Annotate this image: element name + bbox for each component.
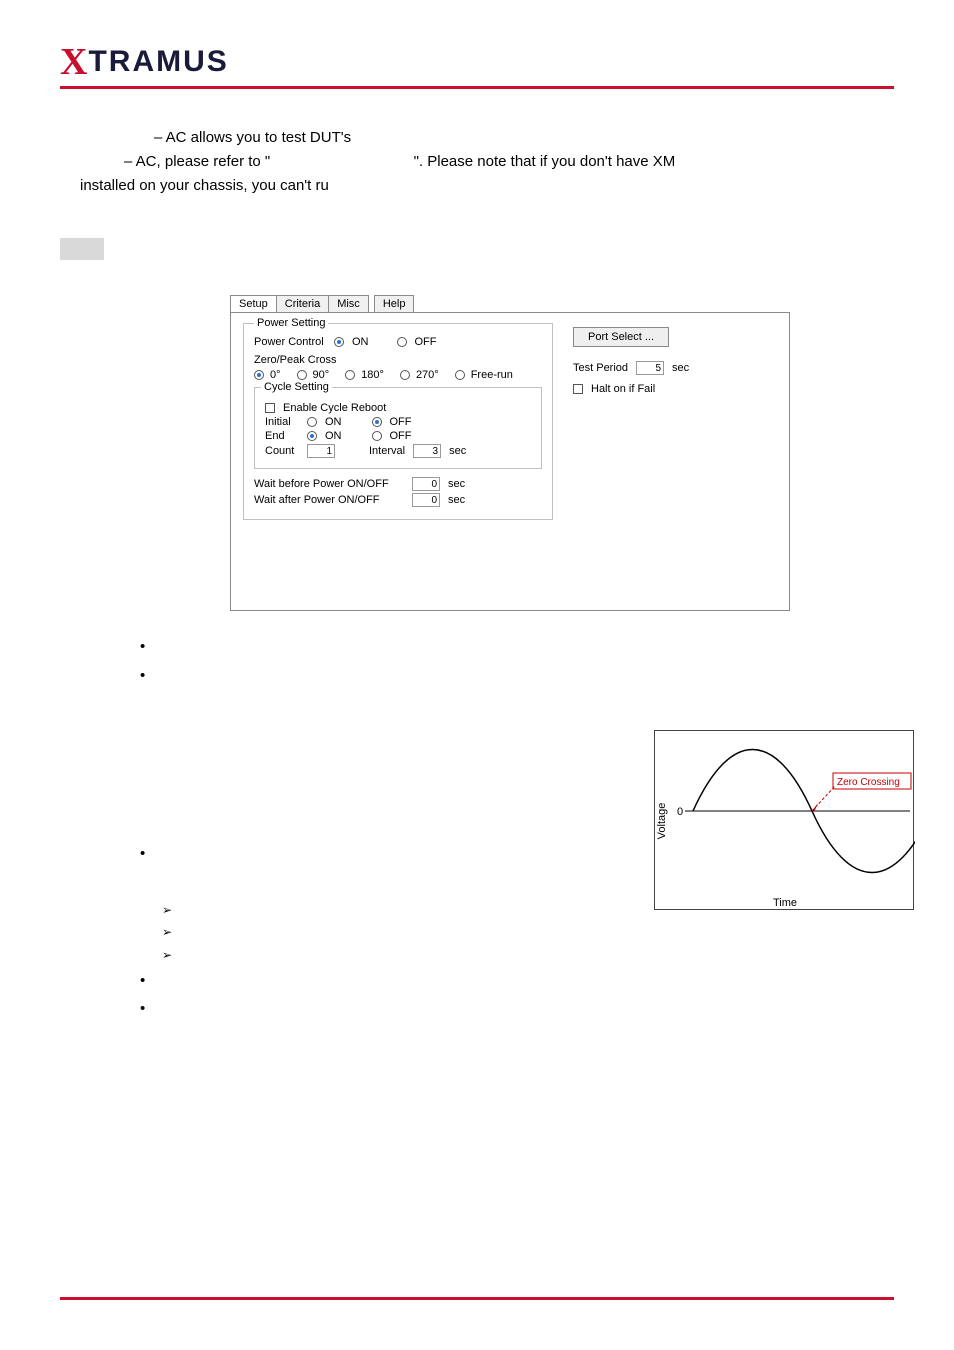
intro-text: – AC allows you to test DUT's – AC, plea… (80, 126, 894, 198)
deg0-label: 0° (270, 369, 281, 381)
count-label: Count (265, 445, 299, 457)
power-setting-title: Power Setting (254, 317, 328, 329)
initial-on-radio[interactable] (307, 417, 317, 427)
logo-rest: TRAMUS (88, 45, 228, 79)
cycle-setting-group: Cycle Setting Enable Cycle Reboot Initia… (254, 387, 542, 469)
bullet-dot-icon: • (140, 633, 164, 662)
bullet-dot-icon: • (140, 995, 164, 1024)
zero-crossing-graph: Voltage 0 Zero Crossing Time (654, 730, 914, 910)
deg90-label: 90° (313, 369, 330, 381)
callout-text: Zero Crossing (837, 777, 900, 788)
off-label: OFF (415, 336, 437, 348)
header-rule (60, 86, 894, 89)
footer-rule (60, 1297, 894, 1300)
initial-label: Initial (265, 416, 299, 428)
power-off-radio[interactable] (397, 337, 407, 347)
end-off-label: OFF (390, 430, 412, 442)
zero-peak-label: Zero/Peak Cross (254, 354, 542, 366)
test-period-sec: sec (672, 362, 689, 374)
intro-line2-pre: – AC, please refer to " (124, 153, 270, 170)
heading-dash: – (140, 101, 150, 121)
right-panel: Port Select ... Test Period 5 sec Halt o… (573, 323, 777, 520)
halt-checkbox[interactable] (573, 384, 583, 394)
deg270-label: 270° (416, 369, 439, 381)
tab-help[interactable]: Help (374, 295, 415, 312)
initial-off-radio[interactable] (372, 417, 382, 427)
chevron-icon: ➢ (140, 899, 174, 922)
halt-label: Halt on if Fail (591, 383, 655, 395)
logo: X TRAMUS (60, 40, 894, 84)
tab-misc[interactable]: Misc (328, 295, 369, 312)
freerun-label: Free-run (471, 369, 513, 381)
chevron-icon: ➢ (140, 921, 174, 944)
wait-before-label: Wait before Power ON/OFF (254, 478, 404, 490)
tab-bar: Setup Criteria Misc Help (230, 295, 790, 312)
on-label: ON (352, 336, 369, 348)
sine-svg: Voltage 0 Zero Crossing Time (655, 731, 915, 909)
setup-dialog: Setup Criteria Misc Help Power Setting P… (230, 295, 790, 611)
logo-x: X (60, 40, 87, 84)
intro-line2-post: ". Please note that if you don't have XM (414, 153, 676, 170)
intro-line3: installed on your chassis, you can't ru (80, 177, 329, 194)
deg90-radio[interactable] (297, 370, 307, 380)
cycle-setting-title: Cycle Setting (261, 381, 332, 393)
deg270-radio[interactable] (400, 370, 410, 380)
power-setting-group: Power Setting Power Control ON OFF Zero/… (243, 323, 553, 520)
deg180-radio[interactable] (345, 370, 355, 380)
bullet-dot-icon: • (140, 662, 164, 691)
time-axis-label: Time (773, 897, 797, 909)
port-select-button[interactable]: Port Select ... (573, 327, 669, 347)
section-heading: – (140, 101, 894, 122)
count-input[interactable]: 1 (307, 444, 335, 458)
callout-arrow-icon (812, 803, 818, 811)
end-off-radio[interactable] (372, 431, 382, 441)
wait-after-sec: sec (448, 494, 465, 506)
power-control-label: Power Control (254, 336, 326, 348)
wait-before-sec: sec (448, 478, 465, 490)
freerun-radio[interactable] (455, 370, 465, 380)
wait-after-input[interactable]: 0 (412, 493, 440, 507)
enable-cycle-label: Enable Cycle Reboot (283, 402, 386, 414)
gray-block (60, 238, 104, 260)
deg180-label: 180° (361, 369, 384, 381)
interval-sec: sec (449, 445, 466, 457)
bullet-dot-icon: • (140, 967, 164, 996)
test-period-label: Test Period (573, 362, 628, 374)
end-on-radio[interactable] (307, 431, 317, 441)
power-on-radio[interactable] (334, 337, 344, 347)
tab-setup[interactable]: Setup (230, 295, 277, 312)
end-on-label: ON (325, 430, 342, 442)
interval-input[interactable]: 3 (413, 444, 441, 458)
deg0-radio[interactable] (254, 370, 264, 380)
bullet-dot-icon: • (140, 840, 164, 869)
wait-before-input[interactable]: 0 (412, 477, 440, 491)
enable-cycle-checkbox[interactable] (265, 403, 275, 413)
interval-label: Interval (369, 445, 405, 457)
intro-line1: – AC allows you to test DUT's (154, 129, 351, 146)
chevron-icon: ➢ (140, 944, 174, 967)
tab-criteria[interactable]: Criteria (276, 295, 329, 312)
wait-after-label: Wait after Power ON/OFF (254, 494, 404, 506)
end-label: End (265, 430, 299, 442)
initial-on-label: ON (325, 416, 342, 428)
zero-tick: 0 (677, 806, 683, 818)
voltage-axis-label: Voltage (656, 803, 668, 840)
test-period-input[interactable]: 5 (636, 361, 664, 375)
initial-off-label: OFF (390, 416, 412, 428)
